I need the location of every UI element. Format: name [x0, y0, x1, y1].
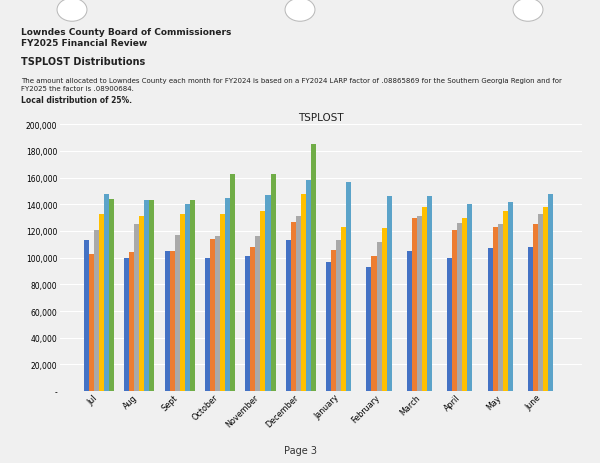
Bar [533, 225, 538, 391]
Bar [109, 200, 114, 391]
Bar [215, 237, 220, 391]
Bar [422, 207, 427, 391]
Bar [407, 251, 412, 391]
Bar [427, 197, 432, 391]
Bar [205, 258, 210, 391]
Bar [99, 214, 104, 391]
Bar [367, 268, 371, 391]
Bar [503, 212, 508, 391]
Bar [190, 201, 195, 391]
Bar [185, 205, 190, 391]
Bar [210, 239, 215, 391]
Bar [336, 241, 341, 391]
Bar [230, 174, 235, 391]
Bar [245, 257, 250, 391]
Bar [134, 225, 139, 391]
Bar [149, 201, 154, 391]
Bar [94, 230, 99, 391]
Bar [145, 201, 149, 391]
Text: Page 3: Page 3 [284, 445, 317, 455]
Bar [331, 250, 336, 391]
Bar [311, 145, 316, 391]
Bar [175, 236, 179, 391]
Bar [467, 205, 472, 391]
Bar [493, 227, 497, 391]
Bar [412, 218, 417, 391]
Bar [382, 229, 386, 391]
Bar [326, 262, 331, 391]
Bar [538, 214, 543, 391]
Bar [84, 241, 89, 391]
Bar [179, 214, 185, 391]
Bar [386, 197, 392, 391]
Bar [497, 225, 503, 391]
Bar [89, 254, 94, 391]
Bar [341, 227, 346, 391]
Bar [124, 258, 129, 391]
Bar [457, 224, 463, 391]
Bar [346, 182, 351, 391]
Bar [452, 230, 457, 391]
Title: TSPLOST: TSPLOST [298, 113, 344, 123]
Bar [265, 195, 271, 391]
Bar [371, 257, 377, 391]
Bar [291, 222, 296, 391]
Bar [543, 207, 548, 391]
Bar [271, 174, 275, 391]
Bar [417, 217, 422, 391]
Bar [170, 251, 175, 391]
Bar [548, 194, 553, 391]
Text: FY2025 Financial Review: FY2025 Financial Review [21, 39, 147, 48]
Bar [139, 217, 145, 391]
Text: Lowndes County Board of Commissioners: Lowndes County Board of Commissioners [21, 28, 232, 37]
Bar [260, 212, 265, 391]
Bar [301, 194, 306, 391]
Bar [296, 217, 301, 391]
Text: The amount allocated to Lowndes County each month for FY2024 is based on a FY202: The amount allocated to Lowndes County e… [21, 78, 562, 84]
Text: FY2025 the factor is .08900684.: FY2025 the factor is .08900684. [21, 86, 134, 92]
Bar [447, 258, 452, 391]
Bar [104, 194, 109, 391]
Bar [256, 237, 260, 391]
Bar [377, 242, 382, 391]
Bar [250, 247, 256, 391]
Bar [286, 241, 291, 391]
Bar [463, 218, 467, 391]
Bar [220, 214, 225, 391]
Text: TSPLOST Distributions: TSPLOST Distributions [21, 56, 145, 67]
Bar [164, 251, 170, 391]
Bar [225, 198, 230, 391]
Bar [129, 253, 134, 391]
Bar [306, 181, 311, 391]
Bar [488, 249, 493, 391]
Text: Local distribution of 25%.: Local distribution of 25%. [21, 96, 132, 105]
Bar [508, 202, 513, 391]
Bar [528, 247, 533, 391]
